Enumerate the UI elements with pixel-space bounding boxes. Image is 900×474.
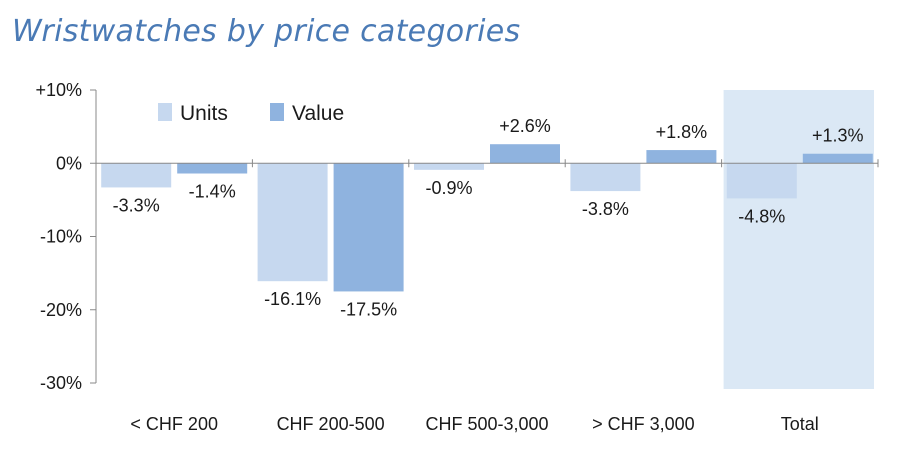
bar-units-3 [570,163,641,192]
y-tick-label-4: -30% [40,373,82,393]
x-tick-label-2: CHF 500-3,000 [425,414,548,434]
bar-units-4 [726,163,797,199]
x-tick-label-4: Total [781,414,819,434]
data-label-units-3: -3.8% [582,199,629,219]
data-label-value-3: +1.8% [656,122,708,142]
x-tick-label-3: > CHF 3,000 [592,414,695,434]
bar-value-0 [177,163,248,174]
y-tick-label-2: -10% [40,227,82,247]
legend-label-value: Value [292,102,344,125]
data-label-units-2: -0.9% [425,178,472,198]
data-label-units-4: -4.8% [738,206,785,226]
x-tick-label-1: CHF 200-500 [277,414,385,434]
x-tick-label-0: < CHF 200 [130,414,218,434]
total-highlight-band [723,90,874,389]
bar-value-4 [802,153,873,164]
data-label-value-1: -17.5% [340,299,397,319]
highlight-layer [723,90,874,389]
bar-units-0 [101,163,172,188]
data-label-value-2: +2.6% [499,116,551,136]
bar-value-3 [646,150,717,164]
labels-layer: -3.3% -1.4% < CHF 200 -16.1% -17.5% CHF 200-5… [35,80,863,434]
bar-value-1 [333,163,404,292]
bars-layer [101,144,873,292]
y-tick-label-3: -20% [40,300,82,320]
legend-swatch-units [158,103,172,121]
bar-value-2 [490,144,560,164]
axis-layer [90,89,879,384]
bar-units-2 [414,163,484,170]
bar-units-1 [257,163,328,282]
y-tick-label-1: 0% [56,153,82,173]
y-tick-label-0: +10% [35,80,82,100]
legend: Units Value [158,102,344,125]
legend-label-units: Units [180,102,228,125]
data-label-units-1: -16.1% [264,289,321,309]
data-label-value-0: -1.4% [189,182,236,202]
chart-title: Wristwatches by price categories [12,14,521,49]
legend-swatch-value [270,103,284,121]
data-label-value-4: +1.3% [812,126,864,146]
data-label-units-0: -3.3% [113,195,160,215]
